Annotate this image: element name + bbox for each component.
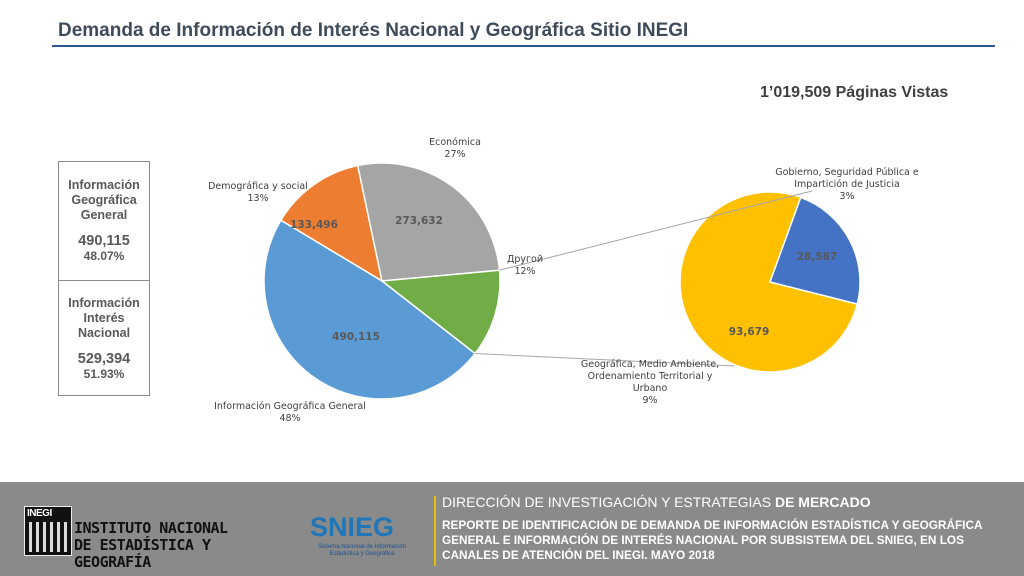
summary-box-geografica: Información Geográfica General 490,115 4… — [58, 161, 150, 281]
data-label-category: Económica 27% — [429, 137, 481, 160]
pie-slice-gobierno-seguridad-publica-e-imparticion-de-justicia — [769, 196, 861, 305]
data-label-value: 133,496 — [290, 219, 338, 231]
pie-slice-geografica-medio-ambiente-ordenamiento-territorial-y-urbano — [679, 191, 859, 373]
connector-line-top — [499, 190, 813, 271]
pie-slice-informacion-geografica-general — [263, 219, 477, 400]
summary-value: 529,394 — [77, 351, 131, 367]
summary-percent: 51.93% — [83, 367, 125, 381]
data-label-category: Demográfica y social 13% — [208, 181, 308, 204]
data-label-category: Другой 12% — [507, 254, 543, 277]
data-label-category: Información Geográfica General 48% — [214, 401, 366, 424]
inegi-name: INSTITUTO NACIONAL DE ESTADÍSTICA Y GEOG… — [74, 520, 294, 571]
direction-title-prefix: DIRECCIÓN DE INVESTIGACIÓN Y ESTRATEGIAS — [442, 494, 772, 510]
snieg-logo: SNIEG — [310, 512, 395, 542]
footer-divider — [434, 496, 436, 566]
data-label-category: Geográfica, Medio Ambiente, Ordenamiento … — [581, 359, 719, 406]
inegi-logo-pattern — [29, 522, 67, 552]
data-label-category: Gobierno, Seguridad Pública e Impartición… — [775, 167, 919, 202]
data-label-value: 93,679 — [729, 326, 770, 338]
pie-slice-economica — [356, 162, 501, 282]
inegi-logo-tag: INEGI — [27, 508, 52, 519]
title-divider — [52, 45, 995, 47]
total-page-views: 1’019,509 Páginas Vistas — [760, 84, 949, 101]
inegi-name-line: INSTITUTO NACIONAL — [74, 519, 228, 537]
report-description: REPORTE DE IDENTIFICACIÓN DE DEMANDA DE … — [442, 518, 983, 562]
page-title: Demanda de Información de Interés Nacion… — [58, 20, 689, 41]
footer-bar: INEGI INSTITUTO NACIONAL DE ESTADÍSTICA … — [0, 482, 1024, 576]
pie-slice-другои — [380, 269, 501, 355]
inegi-name-line: DE ESTADÍSTICA Y GEOGRAFÍA — [74, 536, 211, 571]
summary-label: Información — [68, 178, 140, 192]
summary-value: 490,115 — [78, 233, 130, 249]
summary-percent: 48.07% — [83, 249, 125, 263]
direction-title-suffix: DE MERCADO — [774, 494, 871, 510]
pie-of-pie-chart: 490,115 133,496 273,632 Información Geográf… — [208, 137, 919, 424]
data-label-value: 273,632 — [395, 215, 443, 227]
summary-box-nacional: Información Interés Nacional 529,394 51.… — [58, 280, 150, 396]
summary-label: Nacional — [77, 326, 131, 340]
direction-title: DIRECCIÓN DE INVESTIGACIÓN Y ESTRATEGIAS… — [442, 494, 871, 510]
data-label-value: 28,587 — [797, 251, 838, 263]
summary-label: General — [80, 208, 128, 222]
inegi-logo: INEGI — [24, 506, 72, 556]
snieg-subtitle: Sistema Nacional de Información Estadíst… — [317, 544, 407, 557]
data-label-value: 490,115 — [332, 331, 380, 343]
summary-label: Información — [68, 296, 140, 310]
summary-label: Interés — [83, 311, 125, 325]
connector-line-bottom — [475, 353, 735, 367]
summary-label: Geográfica — [71, 193, 137, 207]
pie-slice-demografica-y-social — [279, 164, 384, 283]
